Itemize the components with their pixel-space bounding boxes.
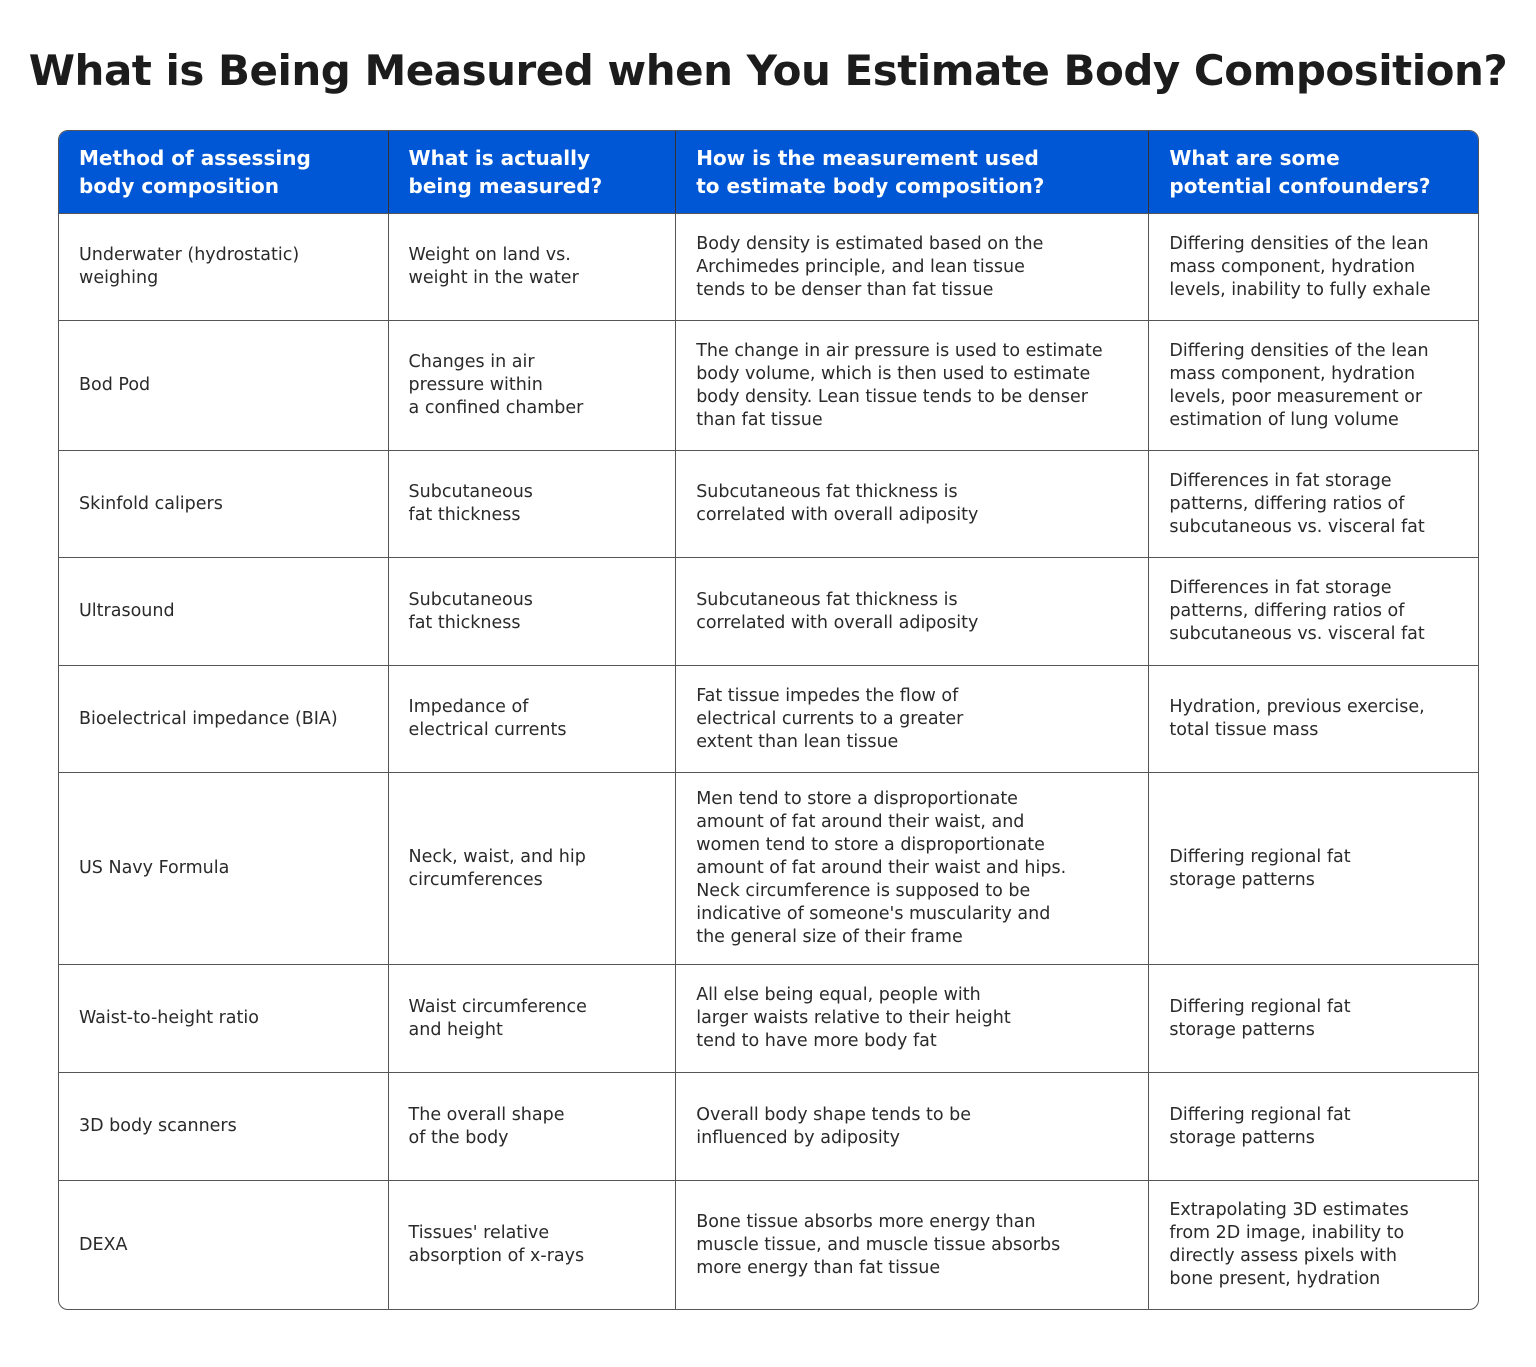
cell-confounders: Differing regional fat storage patterns	[1149, 772, 1478, 964]
cell-method: 3D body scanners	[59, 1072, 389, 1180]
header-row: Method of assessing body composition Wha…	[59, 131, 1478, 213]
body-composition-table: Method of assessing body composition Wha…	[58, 130, 1479, 1310]
cell-estimate: Fat tissue impedes the flow of electrica…	[676, 665, 1150, 772]
cell-confounders: Differences in fat storage patterns, dif…	[1149, 557, 1478, 665]
cell-measured: Subcutaneous fat thickness	[388, 450, 677, 557]
cell-estimate: Overall body shape tends to be influence…	[676, 1072, 1150, 1180]
cell-confounders: Hydration, previous exercise, total tiss…	[1149, 665, 1478, 772]
cell-measured: Impedance of electrical currents	[388, 665, 677, 772]
cell-measured: Tissues' relative absorption of x-rays	[388, 1180, 677, 1309]
table-row: Skinfold calipers Subcutaneous fat thickn…	[59, 450, 1478, 557]
cell-confounders: Differing regional fat storage patterns	[1149, 964, 1478, 1072]
cell-method: Ultrasound	[59, 557, 389, 665]
header-measured: What is actually being measured?	[388, 131, 677, 213]
cell-estimate: All else being equal, people with larger…	[676, 964, 1150, 1072]
header-method: Method of assessing body composition	[59, 131, 389, 213]
cell-estimate: Bone tissue absorbs more energy than mus…	[676, 1180, 1150, 1309]
cell-measured: Weight on land vs. weight in the water	[388, 213, 677, 320]
table-row: US Navy Formula Neck, waist, and hip circ…	[59, 772, 1478, 964]
cell-measured: Subcutaneous fat thickness	[388, 557, 677, 665]
cell-measured: Waist circumference and height	[388, 964, 677, 1072]
table-row: Underwater (hydrostatic) weighing Weight …	[59, 213, 1478, 320]
cell-estimate: Men tend to store a disproportionate amo…	[676, 772, 1150, 964]
cell-method: Underwater (hydrostatic) weighing	[59, 213, 389, 320]
cell-estimate: Subcutaneous fat thickness is correlated…	[676, 557, 1150, 665]
table-row: Bioelectrical impedance (BIA) Impedance o…	[59, 665, 1478, 772]
cell-method: DEXA	[59, 1180, 389, 1309]
cell-estimate: Subcutaneous fat thickness is correlated…	[676, 450, 1150, 557]
cell-measured: The overall shape of the body	[388, 1072, 677, 1180]
cell-measured: Neck, waist, and hip circumferences	[388, 772, 677, 964]
cell-estimate: The change in air pressure is used to es…	[676, 320, 1150, 450]
table-row: Ultrasound Subcutaneous fat thickness Subc…	[59, 557, 1478, 665]
table-row: Waist-to-height ratio Waist circumference…	[59, 964, 1478, 1072]
header-estimate: How is the measurement used to estimate …	[676, 131, 1150, 213]
cell-confounders: Differing densities of the lean mass com…	[1149, 213, 1478, 320]
table-row: 3D body scanners The overall shape of the…	[59, 1072, 1478, 1180]
cell-confounders: Differing densities of the lean mass com…	[1149, 320, 1478, 450]
cell-method: Waist-to-height ratio	[59, 964, 389, 1072]
cell-confounders: Differing regional fat storage patterns	[1149, 1072, 1478, 1180]
cell-method: Skinfold calipers	[59, 450, 389, 557]
cell-method: Bod Pod	[59, 320, 389, 450]
cell-confounders: Extrapolating 3D estimates from 2D image…	[1149, 1180, 1478, 1309]
table-row: DEXA Tissues' relative absorption of x-ra…	[59, 1180, 1478, 1309]
cell-measured: Changes in air pressure within a confine…	[388, 320, 677, 450]
cell-confounders: Differences in fat storage patterns, dif…	[1149, 450, 1478, 557]
header-confounders: What are some potential confounders?	[1149, 131, 1478, 213]
cell-method: US Navy Formula	[59, 772, 389, 964]
cell-estimate: Body density is estimated based on the A…	[676, 213, 1150, 320]
cell-method: Bioelectrical impedance (BIA)	[59, 665, 389, 772]
table-row: Bod Pod Changes in air pressure within a …	[59, 320, 1478, 450]
page-title: What is Being Measured when You Estimate…	[28, 46, 1508, 95]
